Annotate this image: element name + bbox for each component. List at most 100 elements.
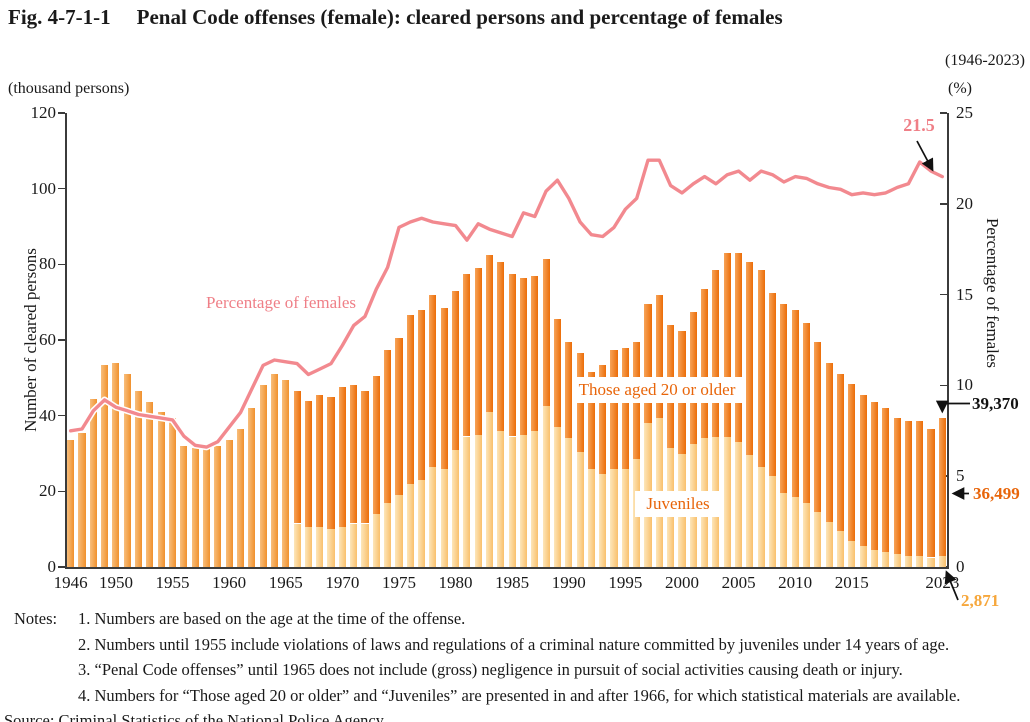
- x-axis-year-label: 1995: [608, 573, 643, 592]
- left-axis-tick: [58, 490, 65, 493]
- bar-juveniles-1971: [350, 523, 358, 567]
- source-text: Source: Criminal Statistics of the Natio…: [4, 711, 384, 722]
- x-axis-year-label: 1970: [325, 573, 360, 592]
- bar-adults-1982: [474, 268, 482, 435]
- bar-adults-1981: [463, 273, 471, 437]
- bar-juveniles-1992: [587, 468, 595, 567]
- right-axis-tick-label: 25: [956, 103, 973, 122]
- bar-total-1948: [89, 398, 97, 567]
- x-axis-year-label: 1990: [551, 573, 586, 592]
- bar-adults-1967: [304, 400, 312, 528]
- note-line: Notes: 1. Numbers are based on the age a…: [14, 606, 1024, 632]
- bar-juveniles-1980: [452, 449, 460, 567]
- bar-juveniles-2011: [802, 502, 811, 567]
- left-axis-tick-label: 20: [39, 481, 56, 501]
- bar-total-1947: [78, 432, 86, 567]
- bar-adults-1984: [497, 262, 505, 431]
- bar-juveniles-2018: [882, 551, 890, 567]
- left-axis-tick-label: 120: [30, 103, 57, 122]
- right-axis-tick-label: 10: [956, 375, 973, 395]
- bar-adults-1986: [519, 277, 528, 435]
- bar-juveniles-2019: [893, 553, 901, 567]
- bar-juveniles-2005: [735, 442, 743, 567]
- bar-juveniles-1974: [384, 502, 392, 567]
- bar-juveniles-1979: [440, 468, 448, 567]
- bar-juveniles-2004: [723, 436, 731, 567]
- left-axis-tick: [58, 187, 65, 190]
- source-line: Source: Criminal Statistics of the Natio…: [4, 708, 1014, 722]
- bar-adults-2013: [825, 362, 833, 522]
- x-axis-year-label: 1985: [495, 573, 530, 592]
- bar-juveniles-1984: [497, 430, 505, 567]
- note-4: 4. Numbers for “Those aged 20 or older” …: [78, 685, 961, 705]
- bar-adults-1980: [452, 290, 460, 450]
- bar-adults-2022: [927, 428, 935, 558]
- left-axis-tick: [58, 112, 65, 114]
- notes-label: Notes:: [14, 609, 58, 628]
- x-axis-year-label: 1950: [98, 573, 133, 592]
- x-axis-year-label: 1975: [381, 573, 416, 592]
- bar-total-1962: [248, 408, 256, 567]
- bar-adults-2014: [836, 374, 845, 532]
- bar-total-1961: [236, 428, 245, 567]
- bar-adults-2020: [904, 421, 912, 556]
- bar-adults-1968: [316, 394, 324, 528]
- bar-adults-1974: [384, 349, 392, 503]
- x-axis-year-label: 1960: [212, 573, 247, 592]
- note-3: 3. “Penal Code offenses” until 1965 does…: [78, 660, 903, 679]
- right-axis-tick-label: 0: [956, 557, 965, 576]
- left-axis-tick-label: 40: [39, 405, 56, 425]
- bar-adults-2011: [802, 323, 811, 503]
- annotation-final-juveniles: 2,871: [961, 591, 1000, 610]
- left-axis-tick-label: 80: [39, 254, 56, 274]
- bar-juveniles-2010: [791, 497, 799, 567]
- bar-total-1964: [270, 374, 278, 567]
- bar-juveniles-1989: [553, 427, 561, 567]
- x-axis-year-label: 2000: [664, 573, 699, 592]
- bar-total-1965: [282, 379, 290, 567]
- bar-total-1957: [191, 447, 199, 567]
- note-line: 2. Numbers until 1955 include violations…: [14, 632, 1024, 658]
- right-axis-unit: (%): [948, 80, 972, 97]
- bar-adults-2012: [814, 341, 822, 513]
- bar-juveniles-1975: [395, 495, 403, 567]
- bar-juveniles-1968: [316, 527, 324, 567]
- bar-adults-1985: [508, 273, 516, 437]
- x-axis-line: [65, 567, 949, 569]
- left-axis-tick-label: 100: [30, 178, 57, 198]
- bar-adults-2006: [746, 262, 754, 456]
- bar-juveniles-2022: [927, 557, 935, 567]
- bar-adults-1975: [395, 338, 403, 496]
- x-axis-year-label: 1955: [155, 573, 190, 592]
- bar-juveniles-2020: [904, 555, 912, 567]
- right-axis-tick: [940, 203, 947, 205]
- bar-adults-1987: [531, 275, 539, 431]
- bar-total-1963: [259, 385, 267, 567]
- bar-total-1955: [168, 417, 177, 567]
- bar-adults-1995: [621, 347, 629, 469]
- bar-adults-1976: [406, 315, 414, 484]
- bar-adults-1970: [338, 387, 346, 528]
- right-axis-tick: [940, 384, 947, 387]
- left-axis-tick: [58, 414, 65, 417]
- bar-adults-2003: [712, 270, 720, 437]
- note-line: 4. Numbers for “Those aged 20 or older” …: [14, 683, 1024, 709]
- bar-total-1958: [202, 445, 211, 567]
- bar-juveniles-1987: [531, 430, 539, 567]
- annotation-final-total: 39,370: [972, 394, 1019, 413]
- bar-juveniles-1967: [304, 527, 312, 567]
- bar-adults-1978: [429, 294, 437, 467]
- bar-juveniles-2021: [916, 556, 924, 567]
- right-axis-tick-label: 5: [956, 466, 965, 486]
- bar-total-1951: [123, 374, 131, 567]
- figure-title-text: Penal Code offenses (female): cleared pe…: [136, 5, 783, 29]
- bar-adults-2007: [757, 270, 765, 467]
- bar-juveniles-2015: [848, 540, 856, 567]
- left-axis-tick: [58, 339, 65, 341]
- bar-total-1956: [180, 445, 188, 567]
- bar-adults-2010: [791, 309, 799, 497]
- x-axis-year-label: 2010: [778, 573, 813, 592]
- bar-adults-1972: [361, 391, 369, 524]
- bar-total-1960: [225, 440, 233, 567]
- bar-adults-2023: [938, 418, 946, 557]
